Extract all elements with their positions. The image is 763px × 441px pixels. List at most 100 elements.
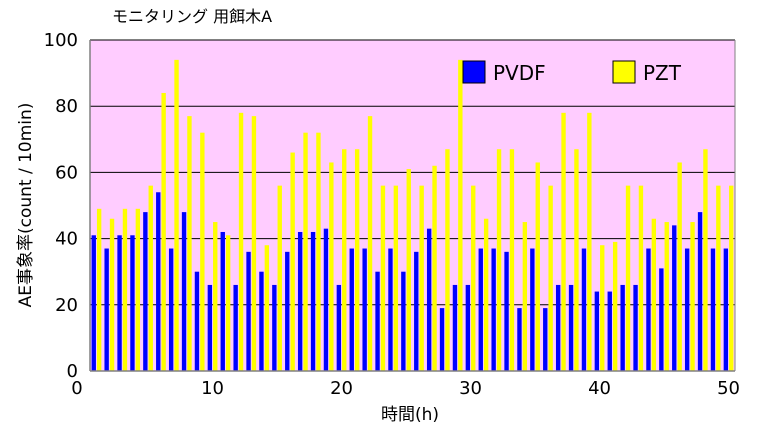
bar-pzt-24 bbox=[393, 185, 399, 371]
bar-pzt-26 bbox=[419, 185, 424, 371]
x-tick-label-40: 40 bbox=[588, 378, 611, 399]
bars bbox=[91, 59, 734, 372]
bar-pvdf-18 bbox=[310, 231, 316, 371]
bar-pvdf-20 bbox=[336, 284, 342, 371]
x-tick-label-0: 0 bbox=[71, 378, 82, 399]
bar-pvdf-13 bbox=[246, 251, 251, 371]
bar-pzt-29 bbox=[458, 59, 463, 372]
bar-pvdf-7 bbox=[168, 248, 174, 371]
bar-pvdf-27 bbox=[426, 228, 432, 371]
bar-pvdf-21 bbox=[349, 248, 354, 371]
bar-pzt-22 bbox=[367, 116, 373, 371]
y-tick-label-80: 80 bbox=[55, 96, 78, 117]
bar-pvdf-49 bbox=[710, 248, 716, 371]
bar-pvdf-6 bbox=[156, 192, 161, 371]
bar-pvdf-41 bbox=[607, 291, 612, 371]
bar-pvdf-37 bbox=[555, 284, 561, 371]
legend-swatch-pvdf bbox=[462, 60, 486, 84]
bar-pvdf-5 bbox=[143, 212, 148, 371]
bar-pzt-38 bbox=[574, 149, 579, 371]
legend: PVDF PZT bbox=[462, 60, 682, 85]
bar-pvdf-22 bbox=[362, 248, 367, 371]
bar-pvdf-34 bbox=[517, 308, 522, 371]
bar-pzt-42 bbox=[625, 185, 631, 371]
bar-pzt-28 bbox=[445, 149, 450, 371]
bar-pzt-34 bbox=[522, 222, 528, 371]
bar-pvdf-28 bbox=[439, 308, 445, 371]
bar-pzt-33 bbox=[509, 149, 515, 371]
bar-pzt-12 bbox=[238, 112, 244, 371]
bar-pvdf-3 bbox=[117, 235, 122, 371]
bar-pzt-3 bbox=[122, 208, 128, 371]
bar-pvdf-17 bbox=[297, 231, 303, 371]
bar-pvdf-19 bbox=[323, 228, 329, 371]
bar-pvdf-44 bbox=[646, 248, 651, 371]
bar-pvdf-43 bbox=[633, 284, 638, 371]
bar-pzt-46 bbox=[677, 162, 682, 371]
y-tick-label-0: 0 bbox=[67, 361, 78, 382]
bar-pvdf-23 bbox=[375, 271, 380, 371]
bar-pvdf-14 bbox=[259, 271, 264, 371]
bar-pzt-17 bbox=[303, 132, 308, 371]
chart-title: モニタリング 用餌木A bbox=[112, 7, 272, 26]
bar-pzt-45 bbox=[664, 222, 669, 371]
legend-label-pzt: PZT bbox=[643, 61, 682, 85]
bar-pzt-21 bbox=[354, 149, 360, 371]
bar-pzt-48 bbox=[703, 149, 708, 371]
bar-pvdf-10 bbox=[207, 284, 213, 371]
bar-pzt-31 bbox=[483, 218, 489, 371]
bar-pzt-43 bbox=[638, 185, 644, 371]
bar-pzt-16 bbox=[290, 152, 295, 371]
legend-swatch-pzt bbox=[612, 60, 636, 84]
bar-pzt-2 bbox=[109, 218, 115, 371]
bar-pzt-18 bbox=[316, 132, 321, 371]
bar-pvdf-36 bbox=[543, 308, 548, 371]
bar-pzt-4 bbox=[135, 208, 141, 371]
x-tick-label-10: 10 bbox=[201, 378, 224, 399]
bar-pvdf-12 bbox=[233, 284, 238, 371]
bar-pzt-1 bbox=[96, 208, 102, 371]
bar-pzt-36 bbox=[548, 185, 553, 371]
bar-pvdf-1 bbox=[91, 235, 96, 371]
bar-pvdf-42 bbox=[620, 284, 625, 371]
bar-pzt-6 bbox=[161, 92, 166, 372]
bar-pzt-37 bbox=[561, 112, 566, 371]
bar-pzt-10 bbox=[213, 222, 218, 371]
bar-pvdf-33 bbox=[504, 251, 509, 371]
bar-pzt-32 bbox=[496, 149, 502, 371]
bar-pvdf-32 bbox=[491, 248, 496, 371]
bar-pvdf-46 bbox=[672, 225, 677, 371]
bar-pzt-14 bbox=[264, 245, 270, 371]
y-tick-label-100: 100 bbox=[44, 30, 78, 51]
bar-pvdf-38 bbox=[568, 284, 574, 371]
bar-pzt-50 bbox=[729, 185, 734, 371]
bar-pvdf-11 bbox=[220, 231, 225, 371]
y-tick-labels: 0 20 40 60 80 100 bbox=[44, 30, 78, 382]
x-tick-labels: 0 10 20 30 40 50 bbox=[71, 378, 740, 399]
bar-pzt-11 bbox=[225, 235, 231, 371]
bar-pzt-23 bbox=[380, 185, 386, 371]
bar-pvdf-9 bbox=[194, 271, 200, 371]
bar-pvdf-25 bbox=[401, 271, 406, 371]
bar-pzt-25 bbox=[406, 169, 411, 371]
bar-pzt-8 bbox=[187, 116, 192, 371]
bar-pzt-19 bbox=[329, 162, 334, 371]
plot-background bbox=[90, 40, 735, 371]
bar-pzt-35 bbox=[535, 162, 540, 371]
bar-pzt-40 bbox=[600, 245, 605, 371]
bar-pzt-47 bbox=[690, 222, 695, 371]
bar-pvdf-50 bbox=[723, 248, 729, 371]
bar-pzt-39 bbox=[587, 112, 592, 371]
y-tick-label-60: 60 bbox=[55, 162, 78, 183]
bar-pzt-5 bbox=[148, 185, 153, 371]
bar-pvdf-40 bbox=[594, 291, 600, 371]
bar-pvdf-31 bbox=[478, 248, 483, 371]
x-axis-label: 時間(h) bbox=[381, 405, 439, 425]
x-tick-label-30: 30 bbox=[459, 378, 482, 399]
bar-pvdf-2 bbox=[104, 248, 109, 371]
bar-pvdf-48 bbox=[697, 212, 703, 371]
bar-pvdf-39 bbox=[581, 248, 587, 371]
bar-pzt-9 bbox=[200, 132, 205, 371]
bar-pvdf-16 bbox=[285, 251, 290, 371]
bar-pzt-41 bbox=[612, 241, 618, 371]
